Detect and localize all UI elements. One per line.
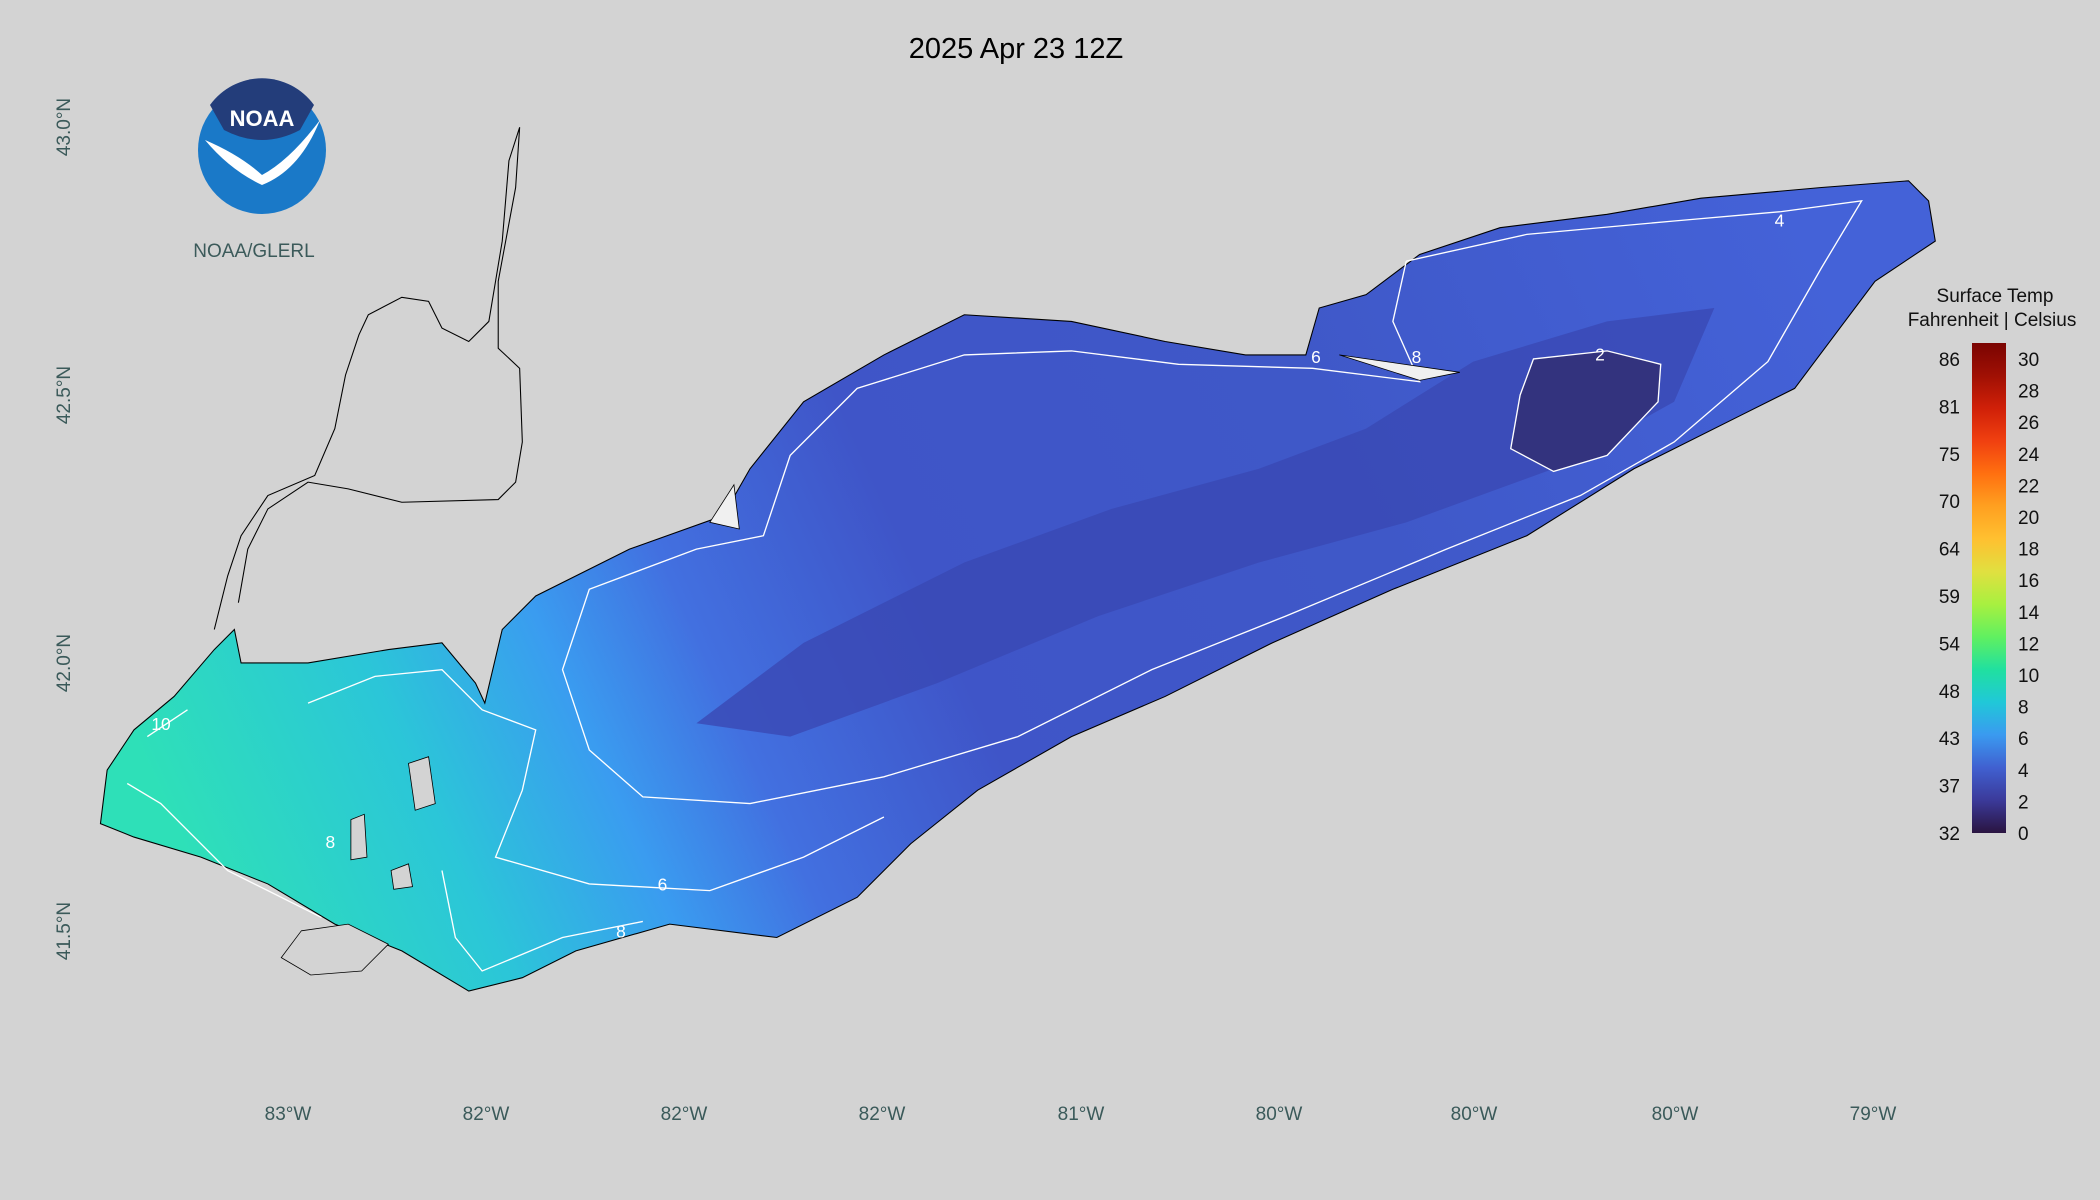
- celsius-label: 0: [2018, 824, 2029, 845]
- fahrenheit-label: 81: [1939, 397, 1960, 418]
- celsius-label: 6: [2018, 729, 2029, 750]
- latitude-label: 42.5°N: [54, 366, 75, 424]
- contour-label: 10: [151, 714, 170, 734]
- fahrenheit-label: 59: [1939, 587, 1960, 608]
- logo-text: NOAA: [230, 106, 295, 131]
- colorbar: [1972, 343, 2006, 833]
- contour-label: 4: [1775, 210, 1785, 230]
- fahrenheit-label: 86: [1939, 350, 1960, 371]
- latitude-label: 43.0°N: [54, 98, 75, 156]
- fahrenheit-label: 54: [1939, 634, 1961, 655]
- logo-caption: NOAA/GLERL: [193, 241, 314, 262]
- celsius-label: 20: [2018, 508, 2039, 529]
- celsius-label: 22: [2018, 476, 2039, 497]
- longitude-label: 82°W: [661, 1104, 708, 1125]
- cold-core: [696, 308, 1715, 737]
- longitude-label: 80°W: [1652, 1104, 1699, 1125]
- latitude-label: 41.5°N: [54, 902, 75, 960]
- fahrenheit-label: 48: [1939, 682, 1960, 703]
- celsius-label: 24: [2018, 445, 2040, 466]
- longitude-label: 82°W: [463, 1104, 510, 1125]
- longitude-label: 82°W: [859, 1104, 906, 1125]
- celsius-label: 10: [2018, 666, 2039, 687]
- celsius-label: 14: [2018, 603, 2040, 624]
- longitude-label: 80°W: [1256, 1104, 1303, 1125]
- celsius-label: 30: [2018, 350, 2039, 371]
- celsius-label: 12: [2018, 634, 2039, 655]
- lake-map: 4 2 6 8 10 8 6 8: [99, 127, 1936, 992]
- legend-subtitle: Fahrenheit | Celsius: [1908, 310, 2077, 331]
- longitude-label: 81°W: [1058, 1104, 1105, 1125]
- celsius-label: 8: [2018, 698, 2029, 719]
- celsius-label: 26: [2018, 413, 2039, 434]
- contour-label: 6: [1311, 347, 1321, 367]
- longitude-label: 83°W: [265, 1104, 312, 1125]
- contour-label: 8: [616, 922, 626, 942]
- pelee-point: [709, 483, 740, 530]
- celsius-label: 28: [2018, 382, 2039, 403]
- detroit-river-outline: [213, 127, 523, 630]
- coldest-region: [1509, 350, 1662, 473]
- long-point: [1339, 354, 1460, 381]
- longitude-label: 79°W: [1850, 1104, 1897, 1125]
- celsius-label: 16: [2018, 571, 2039, 592]
- fahrenheit-label: 43: [1939, 729, 1960, 750]
- contour-lines: [126, 200, 1863, 972]
- fahrenheit-label: 70: [1939, 492, 1960, 513]
- fahrenheit-label: 32: [1939, 824, 1960, 845]
- noaa-logo: NOAA: [198, 78, 326, 214]
- map-title: 2025 Apr 23 12Z: [909, 33, 1123, 65]
- longitude-label: 80°W: [1451, 1104, 1498, 1125]
- fahrenheit-label: 37: [1939, 777, 1960, 798]
- contour-label: 8: [325, 832, 335, 852]
- islands: [280, 756, 436, 976]
- fahrenheit-label: 64: [1939, 540, 1961, 561]
- contour-label: 2: [1595, 344, 1605, 364]
- legend-title: Surface Temp: [1937, 286, 2054, 307]
- latitude-label: 42.0°N: [54, 634, 75, 692]
- contour-label: 8: [1412, 347, 1422, 367]
- celsius-label: 2: [2018, 792, 2029, 813]
- fahrenheit-label: 75: [1939, 445, 1960, 466]
- contour-label: 6: [658, 875, 668, 895]
- celsius-label: 18: [2018, 540, 2039, 561]
- celsius-label: 4: [2018, 761, 2029, 782]
